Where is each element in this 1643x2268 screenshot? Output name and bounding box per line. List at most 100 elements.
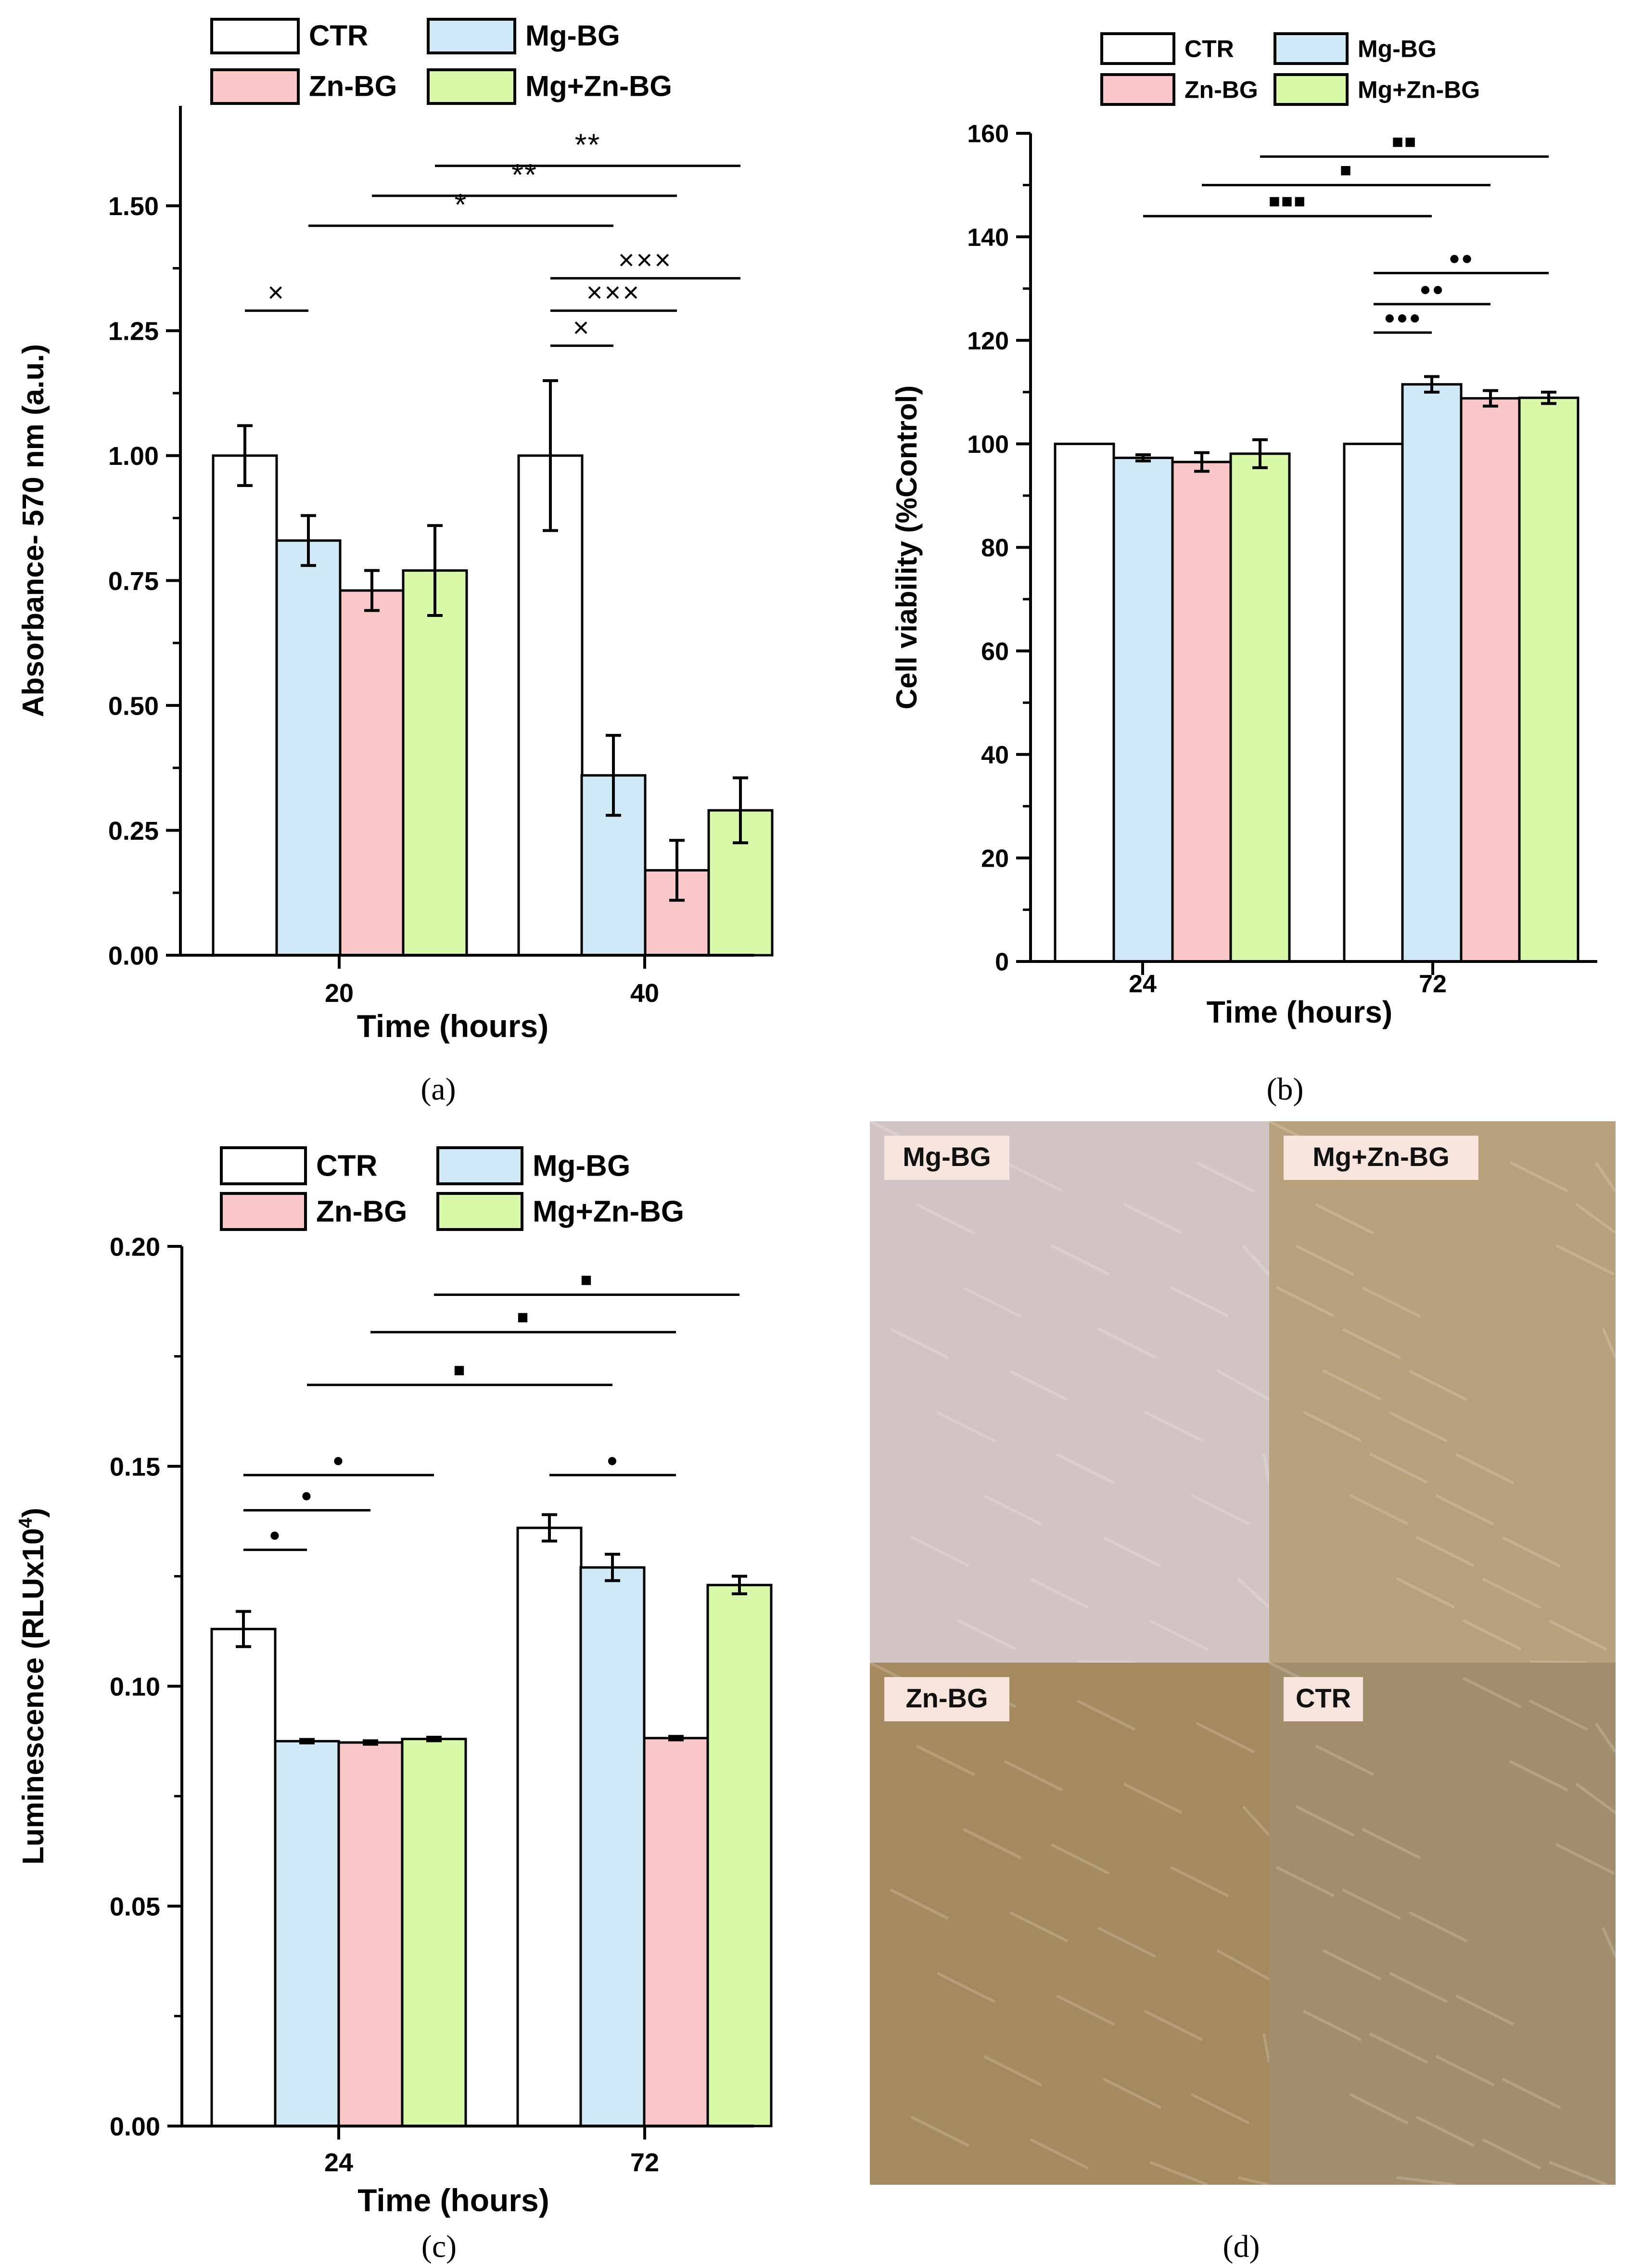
- significance-marker: ●: [301, 1485, 313, 1506]
- y-axis-title: Cell viability (%Control): [891, 385, 923, 709]
- legend-swatch-zn-bg: [220, 1192, 307, 1231]
- micrograph-texture: [1342, 1888, 1401, 1920]
- micrograph-texture: [983, 1494, 1043, 1526]
- micrograph-texture: [1237, 2176, 1270, 2186]
- micrograph-mg-bg: [870, 1121, 1269, 1663]
- panel-caption: (a): [420, 1072, 456, 1107]
- y-tick-label: 1.50: [108, 192, 159, 221]
- micrograph-texture: [1216, 1369, 1270, 1401]
- micrograph-texture: [1030, 2138, 1089, 2170]
- x-tick-label: 40: [630, 979, 659, 1008]
- legend-label: Mg+Zn-BG: [533, 1195, 684, 1229]
- legend-swatch-mgpluszn-bg: [436, 1192, 523, 1231]
- y-axis-title: Luminescence (RLUx104): [15, 1508, 50, 1865]
- micrograph-texture: [1396, 1577, 1455, 1609]
- micrograph-label: CTR: [1296, 1683, 1351, 1713]
- y-tick-label: 0: [995, 948, 1009, 976]
- micrograph-texture: [1602, 1328, 1617, 1358]
- micrograph-texture: [1315, 1744, 1375, 1776]
- micrograph-zn-bg: [870, 1663, 1269, 2185]
- legend-swatch-ctr: [210, 18, 300, 54]
- y-tick-label: 140: [967, 224, 1009, 252]
- bar-ctr-72: [1343, 442, 1404, 963]
- legend-label: Zn-BG: [316, 1195, 407, 1229]
- micrograph-texture: [1349, 2093, 1409, 2125]
- micrograph-ctr: [1269, 1663, 1616, 2185]
- micrograph-texture: [1302, 1410, 1362, 1442]
- micrograph-texture: [1097, 1926, 1157, 1958]
- micrograph-texture: [1190, 2093, 1250, 2125]
- micrograph-texture: [1050, 1244, 1110, 1276]
- micrograph-texture: [1342, 1328, 1401, 1359]
- y-axis-title-sup: 4: [15, 1517, 36, 1528]
- legend-swatch-mg-bg: [427, 18, 516, 54]
- micrograph-texture: [962, 1828, 1022, 1859]
- y-tick-label: 0.15: [110, 1452, 160, 1481]
- micrograph-texture: [1455, 1453, 1515, 1485]
- significance-marker: ●●: [1449, 247, 1474, 269]
- micrograph-texture: [1196, 1161, 1255, 1193]
- y-tick-label: 0.75: [108, 567, 159, 596]
- micrograph-texture: [1144, 2010, 1203, 2041]
- panel-caption: (b): [1267, 1072, 1304, 1107]
- chart-b: CTR Mg-BG Zn-BG Mg+Zn-BG 0 20 40 60 80 100 120 140 1…: [891, 32, 1597, 1107]
- bar-mgpluszn-bg-72: [1518, 397, 1579, 963]
- significance-marker: *: [455, 187, 468, 222]
- legend-swatch-zn-bg: [1100, 73, 1175, 106]
- micrograph-texture: [1123, 1203, 1183, 1234]
- micrograph-texture: [1408, 1911, 1468, 1943]
- bar-mgpluszn-bg-20: [402, 569, 468, 957]
- legend-label: CTR: [309, 20, 368, 52]
- micrograph-texture: [1594, 1722, 1617, 1753]
- micrograph-texture: [1144, 1410, 1203, 1442]
- legend-label: Zn-BG: [1184, 76, 1258, 103]
- micrograph-texture: [1435, 1494, 1495, 1526]
- micrograph-label: Mg-BG: [903, 1141, 991, 1172]
- y-tick-label: 100: [967, 431, 1009, 459]
- x-axis-title: Time (hours): [357, 1008, 548, 1044]
- micrograph-texture: [1295, 1805, 1355, 1837]
- bar-mgpluszn-bg-72: [706, 1584, 773, 2127]
- micrograph-texture: [1529, 1661, 1588, 1664]
- micrograph-texture: [1262, 1453, 1271, 1483]
- y-tick-label: 160: [967, 120, 1009, 148]
- legend-swatch-mgpluszn-bg: [427, 68, 516, 105]
- micrograph-texture: [1056, 1994, 1115, 2026]
- y-tick-label: 0.05: [110, 1892, 160, 1921]
- legend-swatch-ctr: [220, 1146, 307, 1185]
- micrograph-texture: [1216, 1949, 1270, 1981]
- micrograph-texture: [910, 2115, 970, 2147]
- micrograph-texture: [1097, 1327, 1157, 1359]
- significance-marker: ●●: [1419, 279, 1444, 300]
- micrograph-texture: [1594, 1162, 1617, 1192]
- significance-marker: **: [575, 128, 601, 162]
- y-tick-label: 60: [981, 638, 1009, 666]
- micrograph-texture: [1242, 1805, 1271, 1837]
- y-tick-label: 1.00: [108, 442, 159, 471]
- y-tick-label: 0.10: [110, 1672, 160, 1701]
- legend-label: Mg+Zn-BG: [525, 70, 672, 103]
- micrograph-mgpluszn-bg: [1269, 1121, 1616, 1663]
- micrograph-texture: [1362, 1286, 1421, 1318]
- micrograph-texture: [962, 1286, 1022, 1318]
- micrograph-texture: [916, 1203, 975, 1235]
- significance-marker: ■: [453, 1359, 466, 1381]
- significance-marker: ■: [1340, 160, 1352, 181]
- bar-mgpluszn-bg-24: [1229, 452, 1291, 963]
- legend-swatch-mgpluszn-bg: [1274, 73, 1349, 106]
- significance-marker: ●: [269, 1525, 281, 1546]
- micrograph-texture: [1322, 1369, 1382, 1401]
- bar-mg-bg-24: [274, 1740, 340, 2127]
- legend-label: CTR: [316, 1150, 377, 1183]
- micrograph-panel: Mg-BG Mg+Zn-BG Zn-BG CTR (d): [869, 1120, 1617, 2264]
- micrograph-texture: [1009, 1370, 1069, 1401]
- micrograph-texture: [1242, 1244, 1271, 1276]
- micrograph-texture: [1004, 1760, 1063, 1792]
- legend-swatch-mg-bg: [436, 1146, 523, 1185]
- x-tick-label: 20: [325, 979, 354, 1008]
- bar-mg-bg-20: [275, 539, 342, 957]
- micrograph-texture: [1349, 1494, 1409, 1525]
- legend-label: Mg-BG: [1358, 35, 1437, 62]
- bar-ctr-24: [210, 1627, 277, 2127]
